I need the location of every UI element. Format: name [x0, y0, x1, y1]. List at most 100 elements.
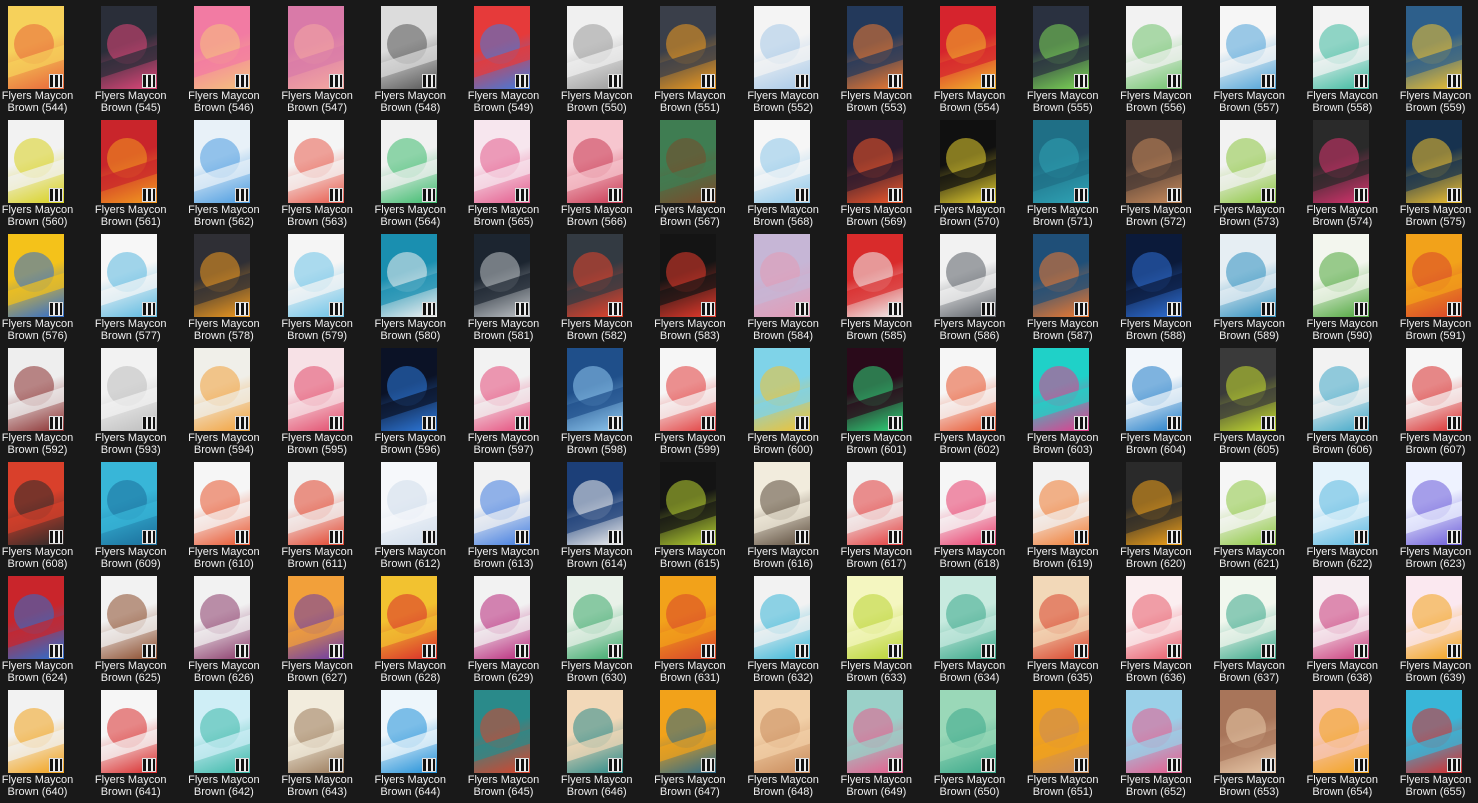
file-name[interactable]: Flyers Maycon Brown (593) [93, 432, 168, 456]
file-name[interactable]: Flyers Maycon Brown (563) [280, 204, 355, 228]
file-name[interactable]: Flyers Maycon Brown (561) [93, 204, 168, 228]
file-item[interactable]: Flyers Maycon Brown (611) [280, 456, 373, 570]
file-thumbnail[interactable] [940, 348, 996, 431]
file-thumbnail[interactable] [940, 6, 996, 89]
file-thumbnail[interactable] [380, 120, 437, 203]
file-name[interactable]: Flyers Maycon Brown (602) [932, 432, 1007, 456]
file-item[interactable]: Flyers Maycon Brown (615) [652, 456, 745, 570]
file-name[interactable]: Flyers Maycon Brown (562) [186, 204, 261, 228]
file-thumbnail[interactable] [567, 234, 624, 317]
file-name[interactable]: Flyers Maycon Brown (549) [466, 90, 541, 114]
file-name[interactable]: Flyers Maycon Brown (612) [373, 546, 448, 570]
file-thumbnail[interactable] [474, 234, 530, 317]
file-name[interactable]: Flyers Maycon Brown (547) [280, 90, 355, 114]
file-item[interactable]: Flyers Maycon Brown (562) [186, 114, 279, 228]
file-name[interactable]: Flyers Maycon Brown (564) [373, 204, 448, 228]
file-item[interactable]: Flyers Maycon Brown (633) [839, 570, 932, 684]
file-item[interactable]: Flyers Maycon Brown (582) [559, 228, 652, 342]
file-item[interactable]: Flyers Maycon Brown (616) [746, 456, 839, 570]
file-name[interactable]: Flyers Maycon Brown (627) [280, 660, 355, 684]
file-name[interactable]: Flyers Maycon Brown (556) [1118, 90, 1193, 114]
file-item[interactable]: Flyers Maycon Brown (626) [186, 570, 279, 684]
file-name[interactable]: Flyers Maycon Brown (585) [839, 318, 914, 342]
file-thumbnail[interactable] [194, 6, 251, 89]
file-thumbnail[interactable] [1126, 120, 1183, 203]
file-item[interactable]: Flyers Maycon Brown (643) [280, 684, 373, 798]
file-thumbnail[interactable] [1219, 690, 1276, 773]
file-name[interactable]: Flyers Maycon Brown (603) [1025, 432, 1100, 456]
file-name[interactable]: Flyers Maycon Brown (580) [373, 318, 448, 342]
file-item[interactable]: Flyers Maycon Brown (572) [1118, 114, 1211, 228]
file-name[interactable]: Flyers Maycon Brown (617) [839, 546, 914, 570]
file-name[interactable]: Flyers Maycon Brown (606) [1305, 432, 1380, 456]
file-name[interactable]: Flyers Maycon Brown (629) [466, 660, 541, 684]
file-item[interactable]: Flyers Maycon Brown (602) [932, 342, 1025, 456]
file-thumbnail[interactable] [846, 576, 903, 659]
file-name[interactable]: Flyers Maycon Brown (621) [1212, 546, 1287, 570]
file-item[interactable]: Flyers Maycon Brown (617) [839, 456, 932, 570]
file-thumbnail[interactable] [474, 576, 530, 659]
file-thumbnail[interactable] [940, 234, 996, 317]
file-item[interactable]: Flyers Maycon Brown (630) [559, 570, 652, 684]
file-name[interactable]: Flyers Maycon Brown (640) [0, 774, 75, 798]
file-item[interactable]: Flyers Maycon Brown (583) [652, 228, 745, 342]
file-item[interactable]: Flyers Maycon Brown (622) [1305, 456, 1398, 570]
file-item[interactable]: Flyers Maycon Brown (545) [93, 0, 186, 114]
file-name[interactable]: Flyers Maycon Brown (635) [1025, 660, 1100, 684]
file-item[interactable]: Flyers Maycon Brown (581) [466, 228, 559, 342]
file-name[interactable]: Flyers Maycon Brown (578) [186, 318, 261, 342]
file-name[interactable]: Flyers Maycon Brown (630) [559, 660, 634, 684]
file-thumbnail[interactable] [1406, 690, 1462, 773]
file-name[interactable]: Flyers Maycon Brown (552) [746, 90, 821, 114]
file-thumbnail[interactable] [1126, 348, 1183, 431]
file-item[interactable]: Flyers Maycon Brown (560) [0, 114, 93, 228]
file-thumbnail[interactable] [567, 120, 624, 203]
file-item[interactable]: Flyers Maycon Brown (639) [1398, 570, 1478, 684]
file-name[interactable]: Flyers Maycon Brown (648) [746, 774, 821, 798]
file-item[interactable]: Flyers Maycon Brown (544) [0, 0, 93, 114]
file-thumbnail[interactable] [380, 348, 437, 431]
file-thumbnail[interactable] [660, 120, 717, 203]
file-thumbnail[interactable] [753, 576, 810, 659]
file-item[interactable]: Flyers Maycon Brown (586) [932, 228, 1025, 342]
file-name[interactable]: Flyers Maycon Brown (605) [1212, 432, 1287, 456]
file-thumbnail[interactable] [380, 6, 437, 89]
file-thumbnail[interactable] [1312, 348, 1369, 431]
file-item[interactable]: Flyers Maycon Brown (640) [0, 684, 93, 798]
file-name[interactable]: Flyers Maycon Brown (651) [1025, 774, 1100, 798]
file-thumbnail[interactable] [753, 120, 810, 203]
file-thumbnail[interactable] [1219, 576, 1276, 659]
file-thumbnail[interactable] [660, 234, 717, 317]
file-item[interactable]: Flyers Maycon Brown (644) [373, 684, 466, 798]
file-thumbnail[interactable] [1406, 234, 1462, 317]
file-thumbnail[interactable] [1219, 348, 1276, 431]
file-item[interactable]: Flyers Maycon Brown (621) [1212, 456, 1305, 570]
file-thumbnail[interactable] [1312, 6, 1369, 89]
file-name[interactable]: Flyers Maycon Brown (641) [93, 774, 168, 798]
file-name[interactable]: Flyers Maycon Brown (553) [839, 90, 914, 114]
file-item[interactable]: Flyers Maycon Brown (561) [93, 114, 186, 228]
file-thumbnail[interactable] [1312, 120, 1369, 203]
file-name[interactable]: Flyers Maycon Brown (577) [93, 318, 168, 342]
file-item[interactable]: Flyers Maycon Brown (646) [559, 684, 652, 798]
file-item[interactable]: Flyers Maycon Brown (584) [746, 228, 839, 342]
file-name[interactable]: Flyers Maycon Brown (623) [1398, 546, 1473, 570]
file-thumbnail[interactable] [567, 6, 624, 89]
file-name[interactable]: Flyers Maycon Brown (637) [1212, 660, 1287, 684]
file-item[interactable]: Flyers Maycon Brown (606) [1305, 342, 1398, 456]
file-item[interactable]: Flyers Maycon Brown (549) [466, 0, 559, 114]
file-item[interactable]: Flyers Maycon Brown (598) [559, 342, 652, 456]
file-item[interactable]: Flyers Maycon Brown (601) [839, 342, 932, 456]
file-item[interactable]: Flyers Maycon Brown (594) [186, 342, 279, 456]
file-name[interactable]: Flyers Maycon Brown (557) [1212, 90, 1287, 114]
file-thumbnail[interactable] [1033, 120, 1090, 203]
file-item[interactable]: Flyers Maycon Brown (567) [652, 114, 745, 228]
file-thumbnail[interactable] [940, 462, 996, 545]
file-item[interactable]: Flyers Maycon Brown (565) [466, 114, 559, 228]
file-name[interactable]: Flyers Maycon Brown (558) [1305, 90, 1380, 114]
file-thumbnail[interactable] [1406, 6, 1462, 89]
file-name[interactable]: Flyers Maycon Brown (626) [186, 660, 261, 684]
file-name[interactable]: Flyers Maycon Brown (579) [280, 318, 355, 342]
file-name[interactable]: Flyers Maycon Brown (551) [652, 90, 727, 114]
file-name[interactable]: Flyers Maycon Brown (599) [652, 432, 727, 456]
